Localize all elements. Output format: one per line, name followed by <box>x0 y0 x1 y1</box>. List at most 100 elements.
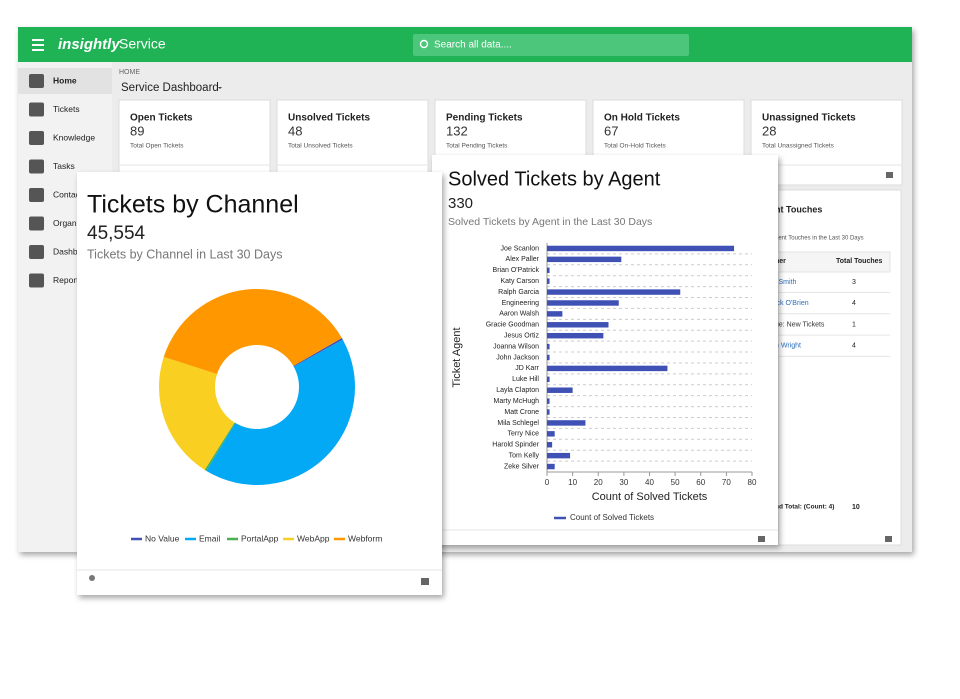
logo: insightly <box>58 36 120 53</box>
bar[interactable] <box>547 376 550 383</box>
pie-slice[interactable] <box>163 289 342 375</box>
bar[interactable] <box>547 387 573 393</box>
y-tick-label: Engineering <box>502 300 539 307</box>
touches-title: nt Touches <box>775 204 822 214</box>
bar[interactable] <box>547 354 550 361</box>
legend-label: PortalApp <box>241 533 279 543</box>
kpi-value: 132 <box>446 123 468 138</box>
y-tick-label: Tom Kelly <box>509 452 540 459</box>
column-header: ner <box>775 258 786 265</box>
bar[interactable] <box>547 256 622 263</box>
bar[interactable] <box>547 420 586 426</box>
sidebar-icon[interactable] <box>29 102 44 117</box>
dashboard-title: Service Dashboard <box>121 82 219 94</box>
bar[interactable] <box>547 322 609 328</box>
x-tick-label: 40 <box>645 478 654 487</box>
legend-label: Email <box>199 533 220 543</box>
sidebar-item: Home <box>53 75 77 85</box>
card-menu-icon[interactable] <box>886 172 893 178</box>
bar[interactable] <box>547 245 735 252</box>
chart-card <box>77 172 442 595</box>
chart-title: Solved Tickets by Agent <box>448 168 661 190</box>
kpi-label: Total On-Hold Tickets <box>604 143 667 150</box>
bar[interactable] <box>547 431 555 437</box>
card-menu-icon[interactable] <box>421 578 429 585</box>
sidebar-icon[interactable] <box>29 74 44 88</box>
kpi-label: Total Pending Tickets <box>446 143 508 150</box>
search-box[interactable] <box>413 34 689 56</box>
sidebar-icon[interactable] <box>29 245 44 259</box>
y-tick-label: Katy Carson <box>500 278 539 285</box>
bar[interactable] <box>547 332 604 339</box>
y-tick-label: Alex Paller <box>506 256 540 263</box>
y-tick-label: Harold Spinder <box>492 442 539 449</box>
kpi-value: 89 <box>130 123 144 138</box>
touches-subtitle: gent Touches in the Last 30 Days <box>775 236 864 242</box>
y-tick-label: Aaron Walsh <box>499 311 539 318</box>
pie-slice[interactable] <box>204 422 236 471</box>
y-tick-label: Marty McHugh <box>493 398 539 405</box>
legend-label: Count of Solved Tickets <box>570 513 654 522</box>
row-name[interactable]: l Smith <box>775 279 797 286</box>
menu-icon[interactable] <box>32 44 44 46</box>
card-menu-icon[interactable] <box>758 536 765 542</box>
row-value: 4 <box>852 343 856 350</box>
sidebar-icon[interactable] <box>29 216 44 231</box>
x-tick-label: 30 <box>619 478 628 487</box>
pie-slice[interactable] <box>293 338 343 367</box>
y-tick-label: Matt Crone <box>504 409 539 416</box>
bar[interactable] <box>547 365 668 372</box>
bar[interactable] <box>547 452 571 459</box>
pie-slice[interactable] <box>159 356 235 470</box>
bar[interactable] <box>547 289 681 295</box>
chart-total: 45,554 <box>87 223 146 244</box>
bar[interactable] <box>547 300 619 306</box>
app-name: Service <box>119 36 166 52</box>
y-axis-title: Ticket Agent <box>451 327 463 387</box>
bar[interactable] <box>547 442 553 448</box>
row-name[interactable]: h Wright <box>775 343 801 350</box>
bar[interactable] <box>547 343 550 350</box>
legend-label: No Value <box>145 533 180 543</box>
kpi-label: Total Unsolved Tickets <box>288 143 353 150</box>
row-name[interactable]: ick O'Brien <box>775 300 809 307</box>
kpi-title: On Hold Tickets <box>604 113 680 124</box>
menu-icon[interactable] <box>32 49 44 51</box>
bar[interactable] <box>547 409 550 415</box>
y-tick-label: Mila Schlegel <box>497 420 539 427</box>
bar[interactable] <box>547 398 550 404</box>
y-tick-label: JD Karr <box>515 365 539 372</box>
sidebar-icon[interactable] <box>29 188 44 202</box>
x-axis-title: Count of Solved Tickets <box>592 491 708 503</box>
dropdown-caret <box>218 87 222 89</box>
x-tick-label: 70 <box>722 478 731 487</box>
kpi-title: Unassigned Tickets <box>762 113 856 124</box>
sidebar-icon[interactable] <box>29 159 44 174</box>
y-tick-label: Joanna Wilson <box>493 343 539 350</box>
sidebar-icon[interactable] <box>29 131 44 145</box>
y-tick-label: Ralph Garcia <box>498 289 539 296</box>
bar[interactable] <box>547 311 563 317</box>
bar[interactable] <box>547 278 550 284</box>
y-tick-label: Joe Scanlon <box>500 245 539 252</box>
y-tick-label: Terry Nice <box>507 431 539 438</box>
bar[interactable] <box>547 463 555 470</box>
card-menu-icon[interactable] <box>885 536 892 542</box>
column-header: Total Touches <box>836 258 883 265</box>
y-tick-label: Brian O'Patrick <box>493 267 540 274</box>
kpi-label: Total Unassigned Tickets <box>762 143 835 150</box>
kpi-title: Open Tickets <box>130 113 193 124</box>
y-tick-label: Gracie Goodman <box>486 322 539 329</box>
bar[interactable] <box>547 267 550 273</box>
kpi-value: 28 <box>762 123 776 138</box>
kpi-label: Total Open Tickets <box>130 143 184 150</box>
y-tick-label: Layla Clapton <box>496 387 539 394</box>
y-tick-label: Jesus Ortiz <box>504 333 540 340</box>
row-value: 1 <box>852 321 856 328</box>
y-tick-label: Zeke Silver <box>504 463 540 470</box>
sidebar-icon[interactable] <box>29 273 44 288</box>
pie-slice[interactable] <box>206 339 355 485</box>
touches-card <box>777 189 902 546</box>
x-tick-label: 0 <box>545 478 550 487</box>
menu-icon[interactable] <box>32 39 44 41</box>
